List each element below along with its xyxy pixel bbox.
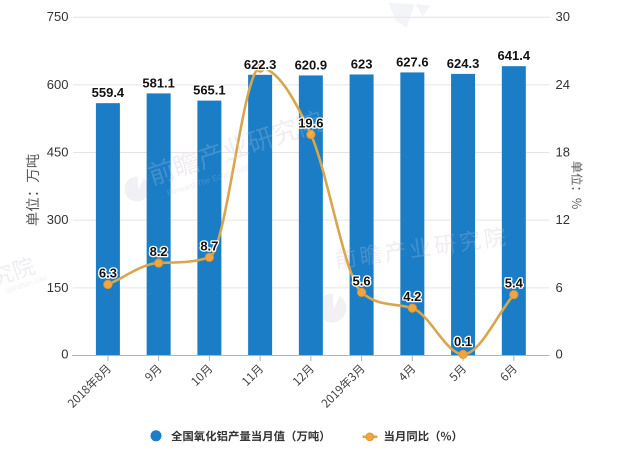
svg-text:19.6: 19.6 xyxy=(298,115,323,130)
svg-text:8.2: 8.2 xyxy=(150,244,168,259)
svg-text:750: 750 xyxy=(47,9,69,24)
svg-text:24: 24 xyxy=(556,77,570,92)
svg-text:6: 6 xyxy=(556,280,563,295)
svg-text:0: 0 xyxy=(61,347,68,362)
svg-text:12: 12 xyxy=(556,212,570,227)
svg-text:5.4: 5.4 xyxy=(505,276,524,291)
svg-text:18: 18 xyxy=(556,145,570,160)
svg-text:30: 30 xyxy=(556,9,570,24)
svg-text:4.2: 4.2 xyxy=(403,289,421,304)
svg-text:620.9: 620.9 xyxy=(295,57,328,72)
svg-text:0.1: 0.1 xyxy=(454,334,472,349)
svg-text:150: 150 xyxy=(47,280,69,295)
svg-text:0: 0 xyxy=(556,347,563,362)
svg-text:300: 300 xyxy=(47,212,69,227)
svg-text:624.3: 624.3 xyxy=(447,56,480,71)
svg-text:622.3: 622.3 xyxy=(244,57,277,72)
svg-text:581.1: 581.1 xyxy=(142,75,175,90)
svg-text:627.6: 627.6 xyxy=(396,54,429,69)
svg-text:623: 623 xyxy=(351,56,373,71)
svg-text:8.7: 8.7 xyxy=(200,238,218,253)
svg-text:641.4: 641.4 xyxy=(498,48,531,63)
svg-text:565.1: 565.1 xyxy=(193,83,226,98)
svg-text:450: 450 xyxy=(47,145,69,160)
svg-text:5.6: 5.6 xyxy=(353,273,371,288)
svg-text:6.3: 6.3 xyxy=(99,265,117,280)
svg-text:600: 600 xyxy=(47,77,69,92)
svg-text:559.4: 559.4 xyxy=(92,85,125,100)
